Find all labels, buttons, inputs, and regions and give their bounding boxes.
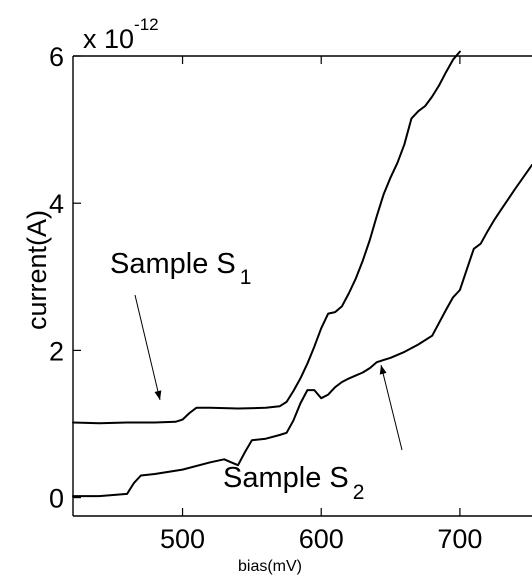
annotation-s1-subscript: 1 <box>240 266 252 289</box>
y-multiplier: x 10-12 <box>83 15 159 54</box>
annotation-s2-subscript: 2 <box>353 481 365 504</box>
ticks: 500 600 700 0 2 4 6 <box>49 42 482 554</box>
series-line-2 <box>72 163 532 498</box>
annotation-arrow-s1-head <box>154 390 162 400</box>
y-tick-label: 6 <box>49 42 64 72</box>
y-tick-label: 0 <box>49 484 64 514</box>
x-tick-label: 500 <box>160 524 205 554</box>
y-tick-label: 2 <box>49 336 64 366</box>
x-tick-label: 700 <box>437 524 482 554</box>
annotation-arrow-s2 <box>380 364 403 451</box>
axes <box>72 55 532 517</box>
y-multiplier-base: x 10 <box>83 24 134 54</box>
x-axis-label: bias(mV) <box>238 558 302 575</box>
annotation-arrow-s2-head <box>379 365 387 375</box>
series-layer <box>72 50 532 498</box>
y-axis-label: current(A) <box>22 210 52 330</box>
annotation-s2-text: Sample S <box>223 462 349 494</box>
x-tick-label: 600 <box>299 524 344 554</box>
series-line-1 <box>72 50 461 425</box>
annotation-arrow-s1 <box>134 294 161 401</box>
annotation-s1-text: Sample S <box>110 248 236 280</box>
annotation-layer <box>134 294 403 451</box>
y-tick-label: 4 <box>49 189 64 219</box>
y-multiplier-exponent: -12 <box>134 15 159 34</box>
